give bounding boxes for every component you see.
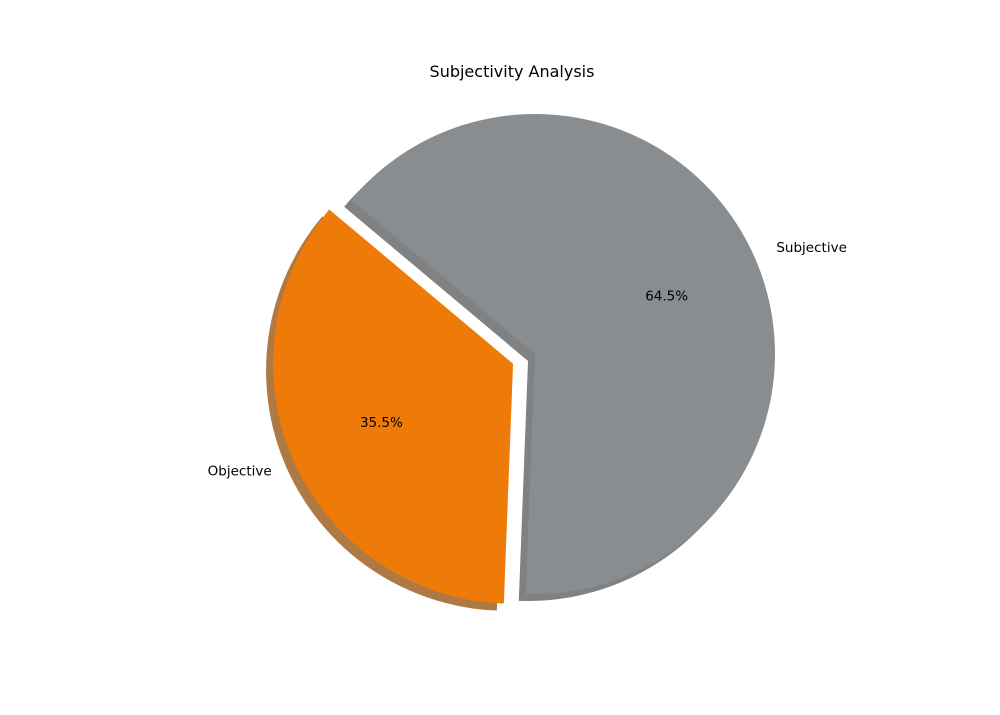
slice-layer — [273, 114, 775, 604]
percent-label-objective: 35.5% — [360, 415, 403, 431]
chart-title: Subjectivity Analysis — [430, 62, 595, 81]
percent-label-subjective: 64.5% — [645, 289, 688, 305]
slice-label-subjective: Subjective — [776, 240, 847, 256]
label-layer: Objective 35.5% Subjective 64.5% — [208, 240, 847, 480]
slice-label-objective: Objective — [208, 464, 272, 480]
slice-objective — [273, 209, 514, 604]
slice-subjective — [351, 114, 775, 595]
